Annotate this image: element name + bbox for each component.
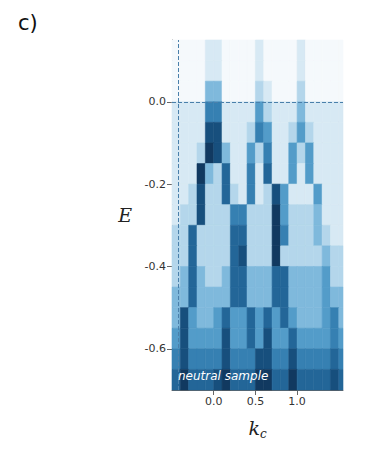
svg-text:k: k [248, 417, 260, 439]
svg-text:c: c [260, 427, 267, 441]
svg-text:1.0: 1.0 [288, 395, 306, 408]
svg-text:0.5: 0.5 [247, 395, 265, 408]
svg-text:E: E [117, 204, 132, 226]
svg-text:c): c) [18, 11, 38, 35]
svg-text:-0.6: -0.6 [145, 342, 166, 355]
svg-text:0.0: 0.0 [149, 95, 167, 108]
svg-text:-0.4: -0.4 [145, 260, 166, 273]
svg-text:neutral sample: neutral sample [178, 369, 268, 383]
svg-text:0.0: 0.0 [205, 395, 223, 408]
svg-text:-0.2: -0.2 [145, 178, 166, 191]
